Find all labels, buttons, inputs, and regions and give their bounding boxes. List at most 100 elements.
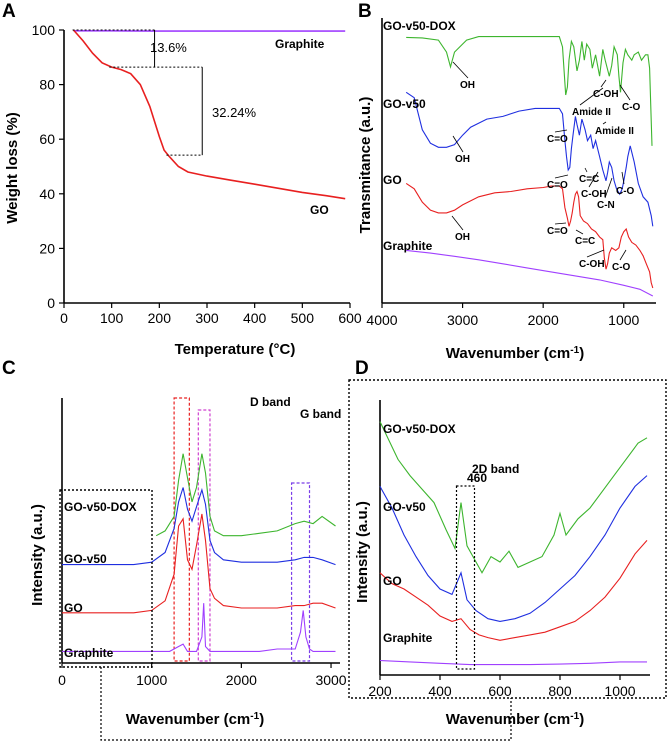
panel-b-peak-label: C-OH (581, 189, 607, 200)
panel-d-xlabel: Wavenumber (cm-1) (446, 711, 584, 729)
panel-d-label-dox: GO-v50-DOX (383, 422, 456, 436)
panel-b-peak-label: Amide II (595, 126, 634, 137)
panel-b-peak-label: C-OH (579, 259, 605, 270)
panel-c-inset-box (59, 489, 153, 668)
panel-a-xtick-label: 300 (195, 310, 219, 326)
panel-d-ylabel: Intensity (a.u.) (354, 501, 371, 603)
panel-c-plot: 0 1000 2000 3000 (58, 397, 347, 688)
panel-b-arrow (602, 121, 607, 125)
panel-c-xtick-label: 3000 (315, 672, 346, 688)
panel-b-arrow (452, 61, 469, 79)
panel-d-label-go: GO (383, 574, 402, 588)
panel-a-label-graphite: Graphite (275, 37, 325, 51)
panel-d-plot: 200 400 600 800 1000 (348, 379, 667, 699)
panel-d-xtick-label: 400 (428, 683, 452, 699)
panel-b-xtick-label: 3000 (447, 312, 478, 328)
panel-a-xtick-label: 500 (291, 310, 315, 326)
panel-c-series-dox (155, 453, 336, 537)
panel-b-peak-label: C=C (579, 174, 599, 185)
panel-a-xtick-label: 400 (243, 310, 267, 326)
panel-b-label-dox: GO-v50-DOX (383, 19, 456, 33)
panel-a-xtick-label: 100 (100, 310, 124, 326)
panel-d-series-go (379, 540, 648, 641)
panel-b-arrow (579, 87, 604, 106)
panel-a-letter: A (2, 1, 16, 22)
panel-b-series-graphite (406, 249, 654, 297)
panel-b-peak-label: C=O (547, 180, 568, 191)
panel-a-annotation-1: 13.6% (150, 40, 187, 55)
panel-b-series-go (405, 182, 654, 289)
panel-b-peak-label: C-OH (593, 89, 619, 100)
panel-a-ytick-label: 80 (39, 77, 55, 93)
panel-d-series-graphite (379, 659, 647, 666)
panel-d-xtick-label: 1000 (604, 683, 635, 699)
panel-c-label-v50: GO-v50 (64, 552, 107, 566)
panel-a-label-go: GO (310, 203, 329, 217)
panel-c-xtick-label: 0 (58, 672, 66, 688)
panel-a-xlabel: Temperature (°C) (175, 341, 296, 358)
panel-b-arrow (619, 249, 627, 261)
panel-c-dband-label: D band (250, 395, 291, 409)
panel-b-arrow (588, 171, 599, 188)
panel-b-arrow (452, 135, 464, 153)
panel-c-series-graphite (62, 603, 336, 652)
panel-a-series-go (72, 29, 346, 200)
panel-c-label-graphite: Graphite (64, 646, 114, 660)
panel-b-peak-label: C-O (616, 186, 635, 197)
panel-b-peak-label: OH (455, 232, 470, 243)
panel-a-xtick-label: 600 (338, 310, 362, 326)
panel-c-label-dox: GO-v50-DOX (64, 500, 137, 514)
panel-b-arrow (554, 222, 567, 225)
panel-b-peak-label: C=O (547, 134, 568, 145)
panel-c-series-v50 (62, 487, 336, 566)
panel-b-arrow (554, 174, 569, 179)
panel-c-band-box (290, 482, 311, 662)
panel-b-label-graphite: Graphite (383, 239, 433, 253)
panel-a-annotation-2: 32.24% (212, 105, 257, 120)
panel-c-band-box (173, 397, 190, 662)
inset-connector (100, 667, 512, 741)
panel-b-arrow (554, 129, 568, 133)
panel-b-peak-label: C-N (597, 200, 615, 211)
panel-b-xlabel: Wavenumber (cm-1) (446, 345, 584, 363)
panel-c: C 0 1000 2000 3000 Wavenumber (cm-1) Intens… (2, 358, 519, 728)
panel-b-peak-label: OH (460, 80, 475, 91)
panel-d-frame (348, 379, 667, 699)
panel-c-label-go: GO (64, 601, 83, 615)
panel-b-series-dox (406, 36, 653, 146)
panel-b-annotations: OH OH OH C=O C=O C=O C=C C=C Amide II Amide II C-O… (451, 61, 641, 273)
panel-b-letter: B (358, 1, 372, 22)
panel-a-xtick-label: 0 (60, 310, 68, 326)
panel-a-plot: 0 100 200 300 400 500 600 0 20 40 60 80 100 (32, 22, 362, 326)
panel-c-xtick-label: 1000 (136, 672, 167, 688)
panel-c-ylabel: Intensity (a.u.) (29, 504, 46, 606)
panel-b-arrow (584, 167, 588, 173)
panel-a-ytick-label: 100 (32, 22, 56, 38)
panel-a-ytick-label: 60 (39, 131, 55, 147)
panel-b-arrow (604, 177, 613, 199)
panel-b-arrow (619, 84, 631, 101)
panel-b-arrow (586, 249, 605, 258)
panel-b-label-go: GO (383, 173, 402, 187)
panel-d-highlight-label: 460 (467, 471, 487, 485)
panel-d-series-dox (379, 421, 648, 574)
panel-b-arrow (575, 229, 584, 235)
panel-b-peak-label: Amide II (572, 107, 611, 118)
panel-b: B 4000 3000 2000 1000 Wavenumber (cm-1) Tra… (357, 1, 656, 362)
panel-b-peak-label: C-O (612, 262, 631, 273)
panel-a-ylabel: Weight loss (%) (4, 112, 21, 223)
panel-b-xtick-label: 2000 (528, 312, 559, 328)
panel-c-band-box (197, 409, 211, 662)
panel-d-highlight-box (455, 485, 476, 670)
panel-a: A 0 100 200 300 400 500 600 0 20 40 60 80 100 Temper… (2, 1, 362, 358)
panel-b-peak-label: C=C (575, 236, 595, 247)
panel-a-ytick-label: 40 (39, 186, 55, 202)
panel-a-ytick-label: 0 (47, 295, 55, 311)
panel-b-ylabel: Transmitance (a.u.) (357, 97, 374, 234)
panel-c-gband-label: G band (300, 407, 341, 421)
panel-d-xtick-label: 800 (548, 683, 572, 699)
panel-c-xtick-label: 2000 (226, 672, 257, 688)
panel-a-ytick-label: 20 (39, 240, 55, 256)
panel-d-label-graphite: Graphite (383, 631, 433, 645)
